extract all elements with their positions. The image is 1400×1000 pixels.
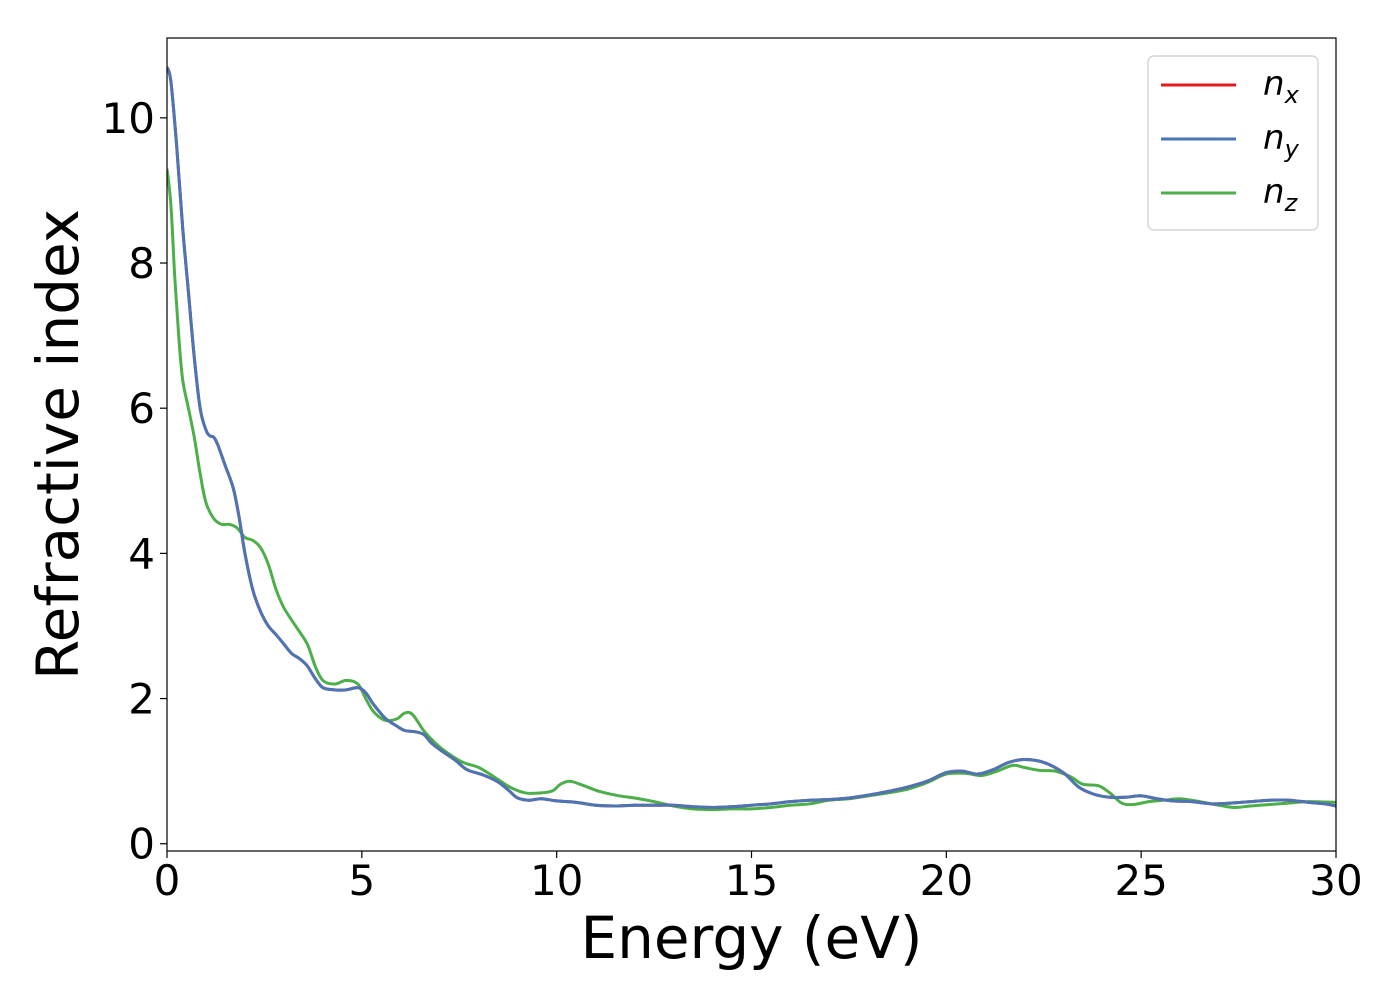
y-tick-label: 6 xyxy=(128,384,155,433)
y-tick-label: 0 xyxy=(128,820,155,869)
y-tick-label: 8 xyxy=(128,239,155,288)
series-line-n-z xyxy=(167,168,1336,812)
legend-label: ny xyxy=(1263,118,1300,163)
x-tick-label: 25 xyxy=(1114,856,1167,905)
x-tick-label: 20 xyxy=(920,856,973,905)
x-tick-label: 10 xyxy=(530,856,583,905)
x-tick-label: 15 xyxy=(725,856,778,905)
legend: nx ny nz xyxy=(1147,55,1319,231)
y-axis-ticks: 0 2 4 6 8 10 xyxy=(102,94,167,869)
x-axis-ticks: 0 5 10 15 20 25 30 xyxy=(154,851,1363,905)
y-axis-label: Refractive index xyxy=(24,209,92,680)
x-tick-label: 5 xyxy=(348,856,375,905)
legend-label: nx xyxy=(1263,64,1300,109)
legend-item-n-z: nz xyxy=(1161,172,1299,217)
x-axis-label: Energy (eV) xyxy=(580,904,922,972)
legend-items: nx ny nz xyxy=(1161,64,1300,217)
x-tick-label: 0 xyxy=(154,856,181,905)
legend-item-n-y: ny xyxy=(1161,118,1300,163)
legend-item-n-x: nx xyxy=(1161,64,1300,109)
y-tick-label: 4 xyxy=(128,529,155,578)
x-tick-label: 30 xyxy=(1309,856,1362,905)
y-tick-label: 2 xyxy=(128,675,155,724)
y-tick-label: 10 xyxy=(102,94,155,143)
series-layer xyxy=(167,66,1336,812)
series-line-n-y xyxy=(167,66,1336,809)
legend-label: nz xyxy=(1263,172,1299,217)
legend-box xyxy=(1147,55,1319,231)
